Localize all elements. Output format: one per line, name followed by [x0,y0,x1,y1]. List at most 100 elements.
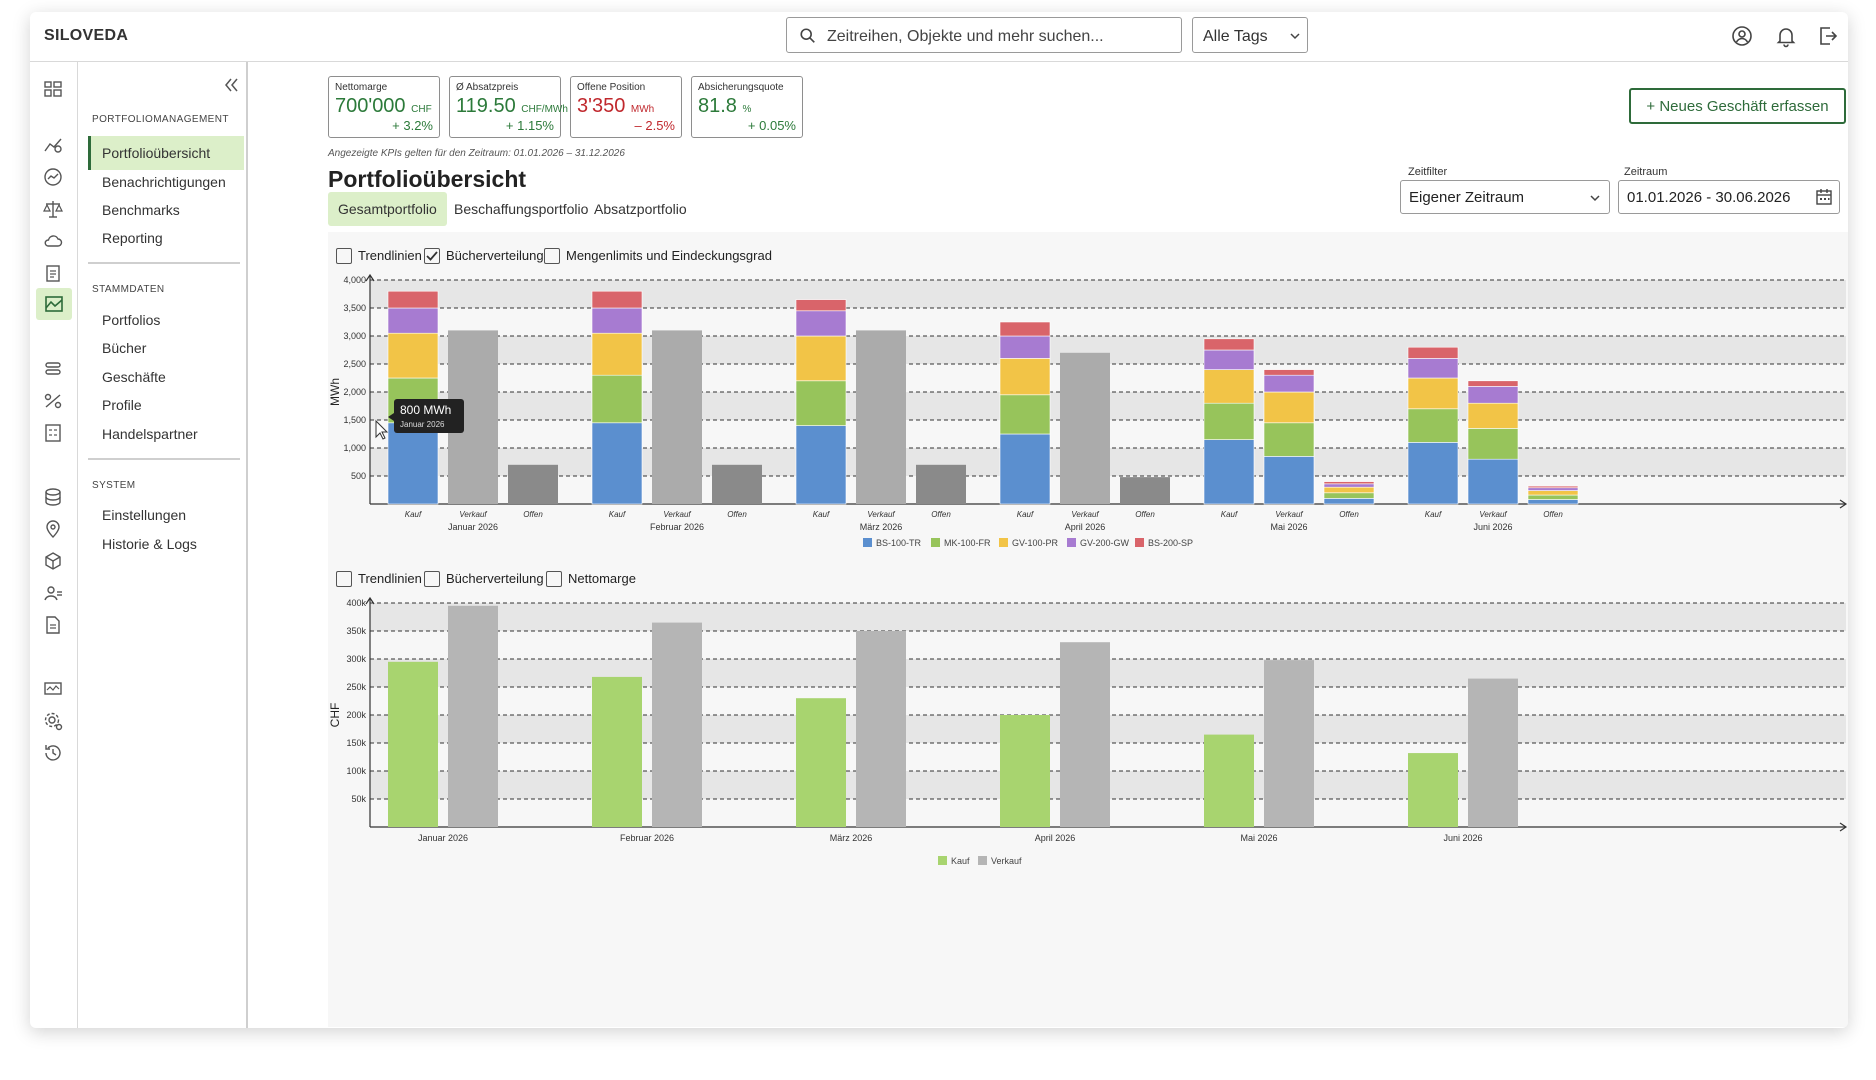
bar-kauf-segment-bs-100-tr [591,422,643,505]
zeitraum-date-input[interactable]: 01.01.2026 - 30.06.2026 [1618,180,1840,214]
sidebar-item-handelspartner[interactable]: Handelspartner [102,426,198,442]
checkbox[interactable] [336,571,352,587]
bar-label: Offen [1339,510,1359,519]
legend-label: Verkauf [991,856,1022,866]
collapse-sidebar-icon[interactable] [222,76,240,94]
bar-verkauf [856,330,906,504]
tooltip [394,399,464,433]
x-month-label: Mai 2026 [1240,833,1277,843]
logout-icon[interactable] [1816,24,1840,48]
bar-kauf [796,698,846,827]
percent-icon[interactable] [42,390,66,414]
kpi-card-offene-position[interactable]: Offene Position 3'350 MWh – 2.5% [570,76,682,138]
bar-kauf-segment-bs-200-sp [387,290,439,309]
bar-label: Offen [727,510,747,519]
mouse-cursor-icon [375,419,389,440]
sidebar-item-portfolios[interactable]: Portfolios [102,312,161,328]
y-tick-label: 100k [346,766,366,776]
checkbox[interactable] [546,571,562,587]
kpi-card-nettomarge[interactable]: Nettomarge 700'000 CHF + 3.2% [328,76,440,138]
bar-offen-segment-mk-100-fr [1323,492,1375,499]
sidebar: PORTFOLIOMANAGEMENT Portfolioübersicht B… [80,62,248,1028]
kpi-label: Ø Absatzpreis [456,82,519,93]
sidebar-item-historie-logs[interactable]: Historie & Logs [102,536,197,552]
checkbox[interactable] [424,248,440,264]
sidebar-item-portfoliouebersicht[interactable]: Portfolioübersicht [88,136,244,170]
bell-icon[interactable] [1774,24,1798,48]
calendar-icon[interactable] [1815,188,1833,206]
y-tick-label: 500 [351,471,366,481]
y-tick-label: 200k [346,710,366,720]
y-tick-label: 2,500 [343,359,366,369]
brand-logo[interactable]: SILOVEDA [44,27,129,44]
cube-icon[interactable] [42,550,66,574]
sidebar-item-reporting[interactable]: Reporting [102,230,163,246]
bar-verkauf [1060,642,1110,827]
kpi-delta: + 1.15% [505,118,554,133]
legend-label: Kauf [951,856,970,866]
location-icon[interactable] [42,518,66,542]
sidebar-item-einstellungen[interactable]: Einstellungen [102,507,187,523]
kpi-value: 700'000 CHF [335,95,432,117]
legend-swatch [938,856,947,865]
search-input[interactable]: Zeitreihen, Objekte und mehr suchen... [786,17,1182,53]
users-icon[interactable] [42,582,66,606]
bar-label: Kauf [813,510,830,519]
sidebar-item-geschaefte[interactable]: Geschäfte [102,369,166,385]
checkbox[interactable] [544,248,560,264]
kpi-delta: – 2.5% [634,118,675,133]
bar-kauf-segment-gv-100-pr [591,332,643,376]
kpi-card-absatzpreis[interactable]: Ø Absatzpreis 119.50 CHF/MWh + 1.15% [449,76,568,138]
bar-label: Verkauf [1479,510,1507,519]
portfolio-chart-icon[interactable] [36,288,72,320]
bar-label: Verkauf [1275,510,1303,519]
new-deal-button[interactable]: + Neues Geschäft erfassen [1629,88,1846,124]
x-month-label: Februar 2026 [620,833,674,843]
user-icon[interactable] [1730,24,1754,48]
bar-label: Offen [1543,510,1563,519]
legend-swatch [863,538,872,547]
tags-select[interactable]: Alle Tags [1192,17,1308,53]
trend-icon[interactable] [42,166,66,190]
sidebar-item-buecher[interactable]: Bücher [102,340,147,356]
zeitfilter-value: Eigener Zeitraum [1409,189,1525,206]
y-tick-label: 2,000 [343,387,366,397]
sidebar-section-title: SYSTEM [92,480,136,491]
dashboard-icon[interactable] [42,78,66,102]
bar-label: Offen [523,510,543,519]
bar-kauf-segment-bs-200-sp [795,299,847,312]
tab-beschaffungsportfolio[interactable]: Beschaffungsportfolio [454,201,589,217]
document-icon[interactable] [42,614,66,638]
checkbox[interactable] [336,248,352,264]
bar-verkauf-segment-bs-200-sp [1467,380,1519,387]
settings-icon[interactable] [42,710,66,734]
revenue-chart-panel: Trendlinien Bücherverteilung Nettomarge … [328,557,1848,1027]
checkbox[interactable] [424,571,440,587]
cloud-icon[interactable] [42,230,66,254]
kpi-card-absicherungsquote[interactable]: Absicherungsquote 81.8 % + 0.05% [691,76,803,138]
volume-chart: 500 1,000 1,500 2,000 2,500 3,000 3,500 4,000 MW… [328,273,1848,548]
database-icon[interactable] [42,486,66,510]
bar-label: Kauf [1221,510,1238,519]
clipboard-icon[interactable] [42,262,66,286]
tab-gesamtportfolio[interactable]: Gesamtportfolio [328,192,447,226]
monitor-icon[interactable] [42,678,66,702]
y-axis-label: MWh [328,378,342,406]
analytics-icon[interactable] [42,134,66,158]
legend-swatch [931,538,940,547]
sidebar-item-profile[interactable]: Profile [102,397,142,413]
sidebar-item-benchmarks[interactable]: Benchmarks [102,202,180,218]
bar-offen [916,464,966,504]
scale-icon[interactable] [42,198,66,222]
x-month-label: Juni 2026 [1473,522,1512,532]
bar-offen-segment-gv-200-gw [1323,483,1375,488]
tab-absatzportfolio[interactable]: Absatzportfolio [594,201,687,217]
layers-icon[interactable] [42,358,66,382]
bar-kauf [388,661,438,827]
history-icon[interactable] [42,742,66,766]
zeitfilter-select[interactable]: Eigener Zeitraum [1400,180,1610,214]
sidebar-item-benachrichtigungen[interactable]: Benachrichtigungen [102,174,226,190]
calculator-icon[interactable] [42,422,66,446]
bar-kauf [1408,753,1458,827]
bar-offen [1120,477,1170,504]
